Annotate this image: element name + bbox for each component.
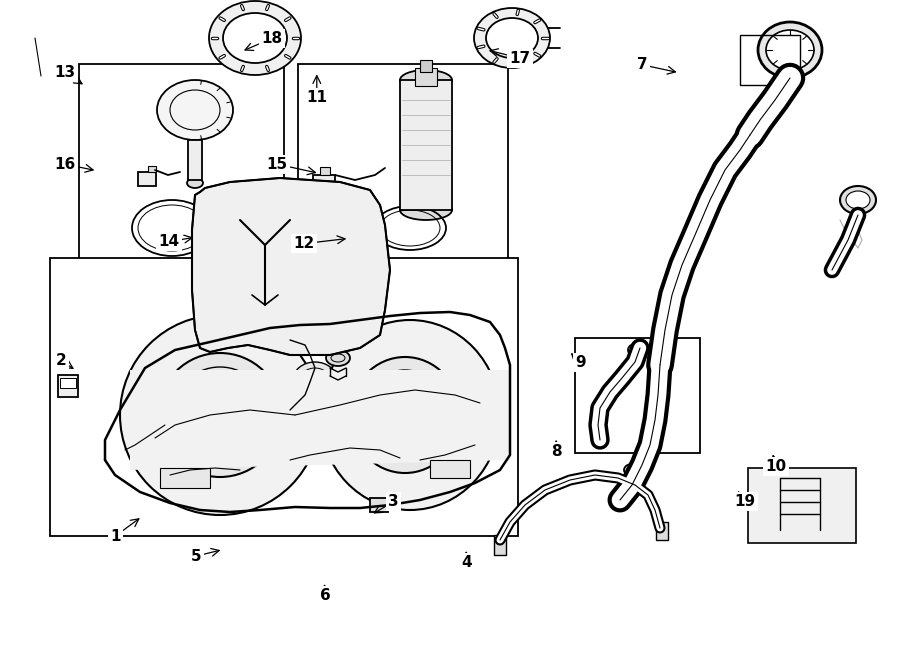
- Ellipse shape: [223, 13, 287, 63]
- Text: 15: 15: [266, 157, 288, 171]
- Text: 13: 13: [54, 66, 76, 80]
- Ellipse shape: [157, 80, 233, 140]
- Ellipse shape: [766, 30, 814, 70]
- Bar: [400, 80, 452, 210]
- Ellipse shape: [158, 353, 282, 477]
- Bar: [575, 338, 700, 453]
- Bar: [415, 68, 437, 86]
- Text: 11: 11: [306, 91, 328, 105]
- Ellipse shape: [326, 350, 350, 366]
- Ellipse shape: [400, 70, 452, 90]
- Ellipse shape: [320, 320, 500, 510]
- Bar: [160, 468, 210, 488]
- Bar: [50, 258, 518, 536]
- Text: 7: 7: [637, 58, 648, 72]
- Ellipse shape: [209, 1, 301, 75]
- Bar: [748, 468, 856, 543]
- Ellipse shape: [758, 22, 822, 78]
- Text: 19: 19: [734, 495, 756, 509]
- Bar: [58, 375, 78, 397]
- Bar: [313, 175, 335, 191]
- Ellipse shape: [120, 315, 320, 515]
- Ellipse shape: [593, 428, 607, 448]
- Ellipse shape: [846, 191, 870, 209]
- Ellipse shape: [628, 343, 648, 357]
- Text: 4: 4: [461, 555, 472, 570]
- Ellipse shape: [474, 8, 550, 68]
- Text: 12: 12: [293, 236, 315, 251]
- Bar: [138, 172, 156, 186]
- Text: 17: 17: [509, 51, 531, 66]
- Ellipse shape: [624, 464, 640, 476]
- Text: 8: 8: [551, 444, 562, 459]
- Text: 16: 16: [54, 157, 76, 171]
- Bar: [420, 60, 432, 72]
- Bar: [148, 166, 156, 172]
- Text: 18: 18: [261, 31, 283, 46]
- Ellipse shape: [486, 18, 538, 58]
- Bar: [370, 498, 388, 512]
- Ellipse shape: [293, 362, 337, 398]
- Polygon shape: [130, 370, 510, 470]
- Bar: [188, 140, 202, 180]
- Text: 2: 2: [56, 354, 67, 368]
- Text: 5: 5: [191, 549, 202, 563]
- Text: 10: 10: [765, 459, 787, 474]
- Ellipse shape: [840, 186, 876, 214]
- Bar: [740, 35, 800, 85]
- Bar: [656, 522, 668, 540]
- Text: 14: 14: [158, 234, 180, 249]
- Bar: [430, 460, 470, 478]
- Text: 1: 1: [110, 529, 121, 544]
- Text: 9: 9: [575, 355, 586, 370]
- Text: 3: 3: [388, 495, 399, 509]
- Text: 6: 6: [320, 589, 331, 603]
- Ellipse shape: [663, 293, 683, 307]
- Ellipse shape: [624, 425, 660, 445]
- Ellipse shape: [400, 200, 452, 220]
- Ellipse shape: [350, 357, 460, 473]
- Bar: [79, 64, 284, 259]
- Bar: [60, 378, 76, 388]
- Bar: [320, 167, 330, 175]
- Polygon shape: [192, 178, 390, 355]
- Bar: [494, 535, 506, 555]
- Bar: [298, 64, 508, 259]
- Ellipse shape: [187, 178, 203, 188]
